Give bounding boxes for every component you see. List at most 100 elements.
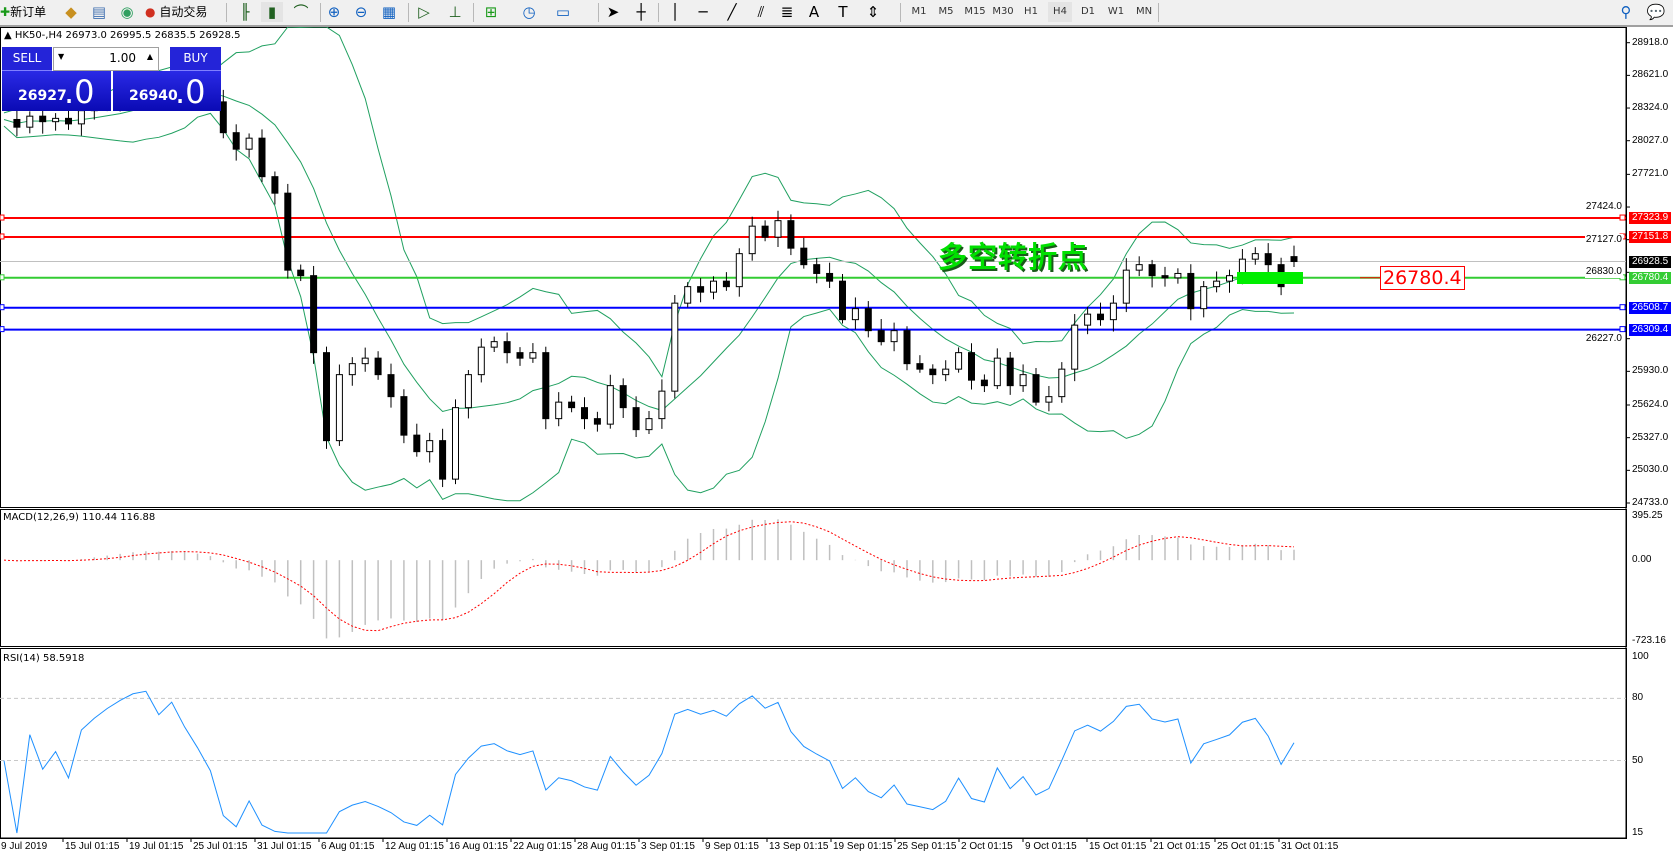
- timeframe-m1[interactable]: M1: [911, 6, 927, 17]
- lot-size-input[interactable]: 1.00: [109, 51, 136, 65]
- timeframe-h4[interactable]: H4: [1048, 2, 1072, 22]
- candle: [1161, 266, 1169, 287]
- time-tick: 15 Oct 01:15: [1089, 841, 1147, 852]
- text-icon[interactable]: A: [808, 3, 820, 21]
- increase-lot-icon[interactable]: ▲: [146, 52, 153, 61]
- text-label-icon[interactable]: T: [838, 3, 848, 21]
- candle-body: [284, 192, 292, 271]
- periods-icon[interactable]: ◷: [522, 3, 536, 21]
- candle: [787, 214, 795, 256]
- line-handle: [1619, 214, 1626, 221]
- decrease-lot-icon[interactable]: ▼: [58, 52, 65, 61]
- candle: [348, 357, 356, 386]
- auto-trading-button[interactable]: ● 自动交易: [145, 5, 208, 19]
- candle: [452, 399, 459, 485]
- new-order-button[interactable]: ✚新订单: [0, 5, 47, 19]
- line-handle: [0, 326, 5, 333]
- candle-body: [232, 132, 240, 150]
- zoom-in-icon[interactable]: ⊕: [327, 3, 341, 21]
- candle: [1032, 368, 1040, 406]
- timeframe-mn[interactable]: MN: [1135, 6, 1153, 17]
- time-tick: 25 Jul 01:15: [193, 841, 248, 852]
- arrows-icon[interactable]: ⇕: [866, 3, 880, 21]
- zoom-out-icon[interactable]: ⊖: [354, 3, 368, 21]
- candle-body: [1264, 253, 1272, 266]
- horizontal-line-icon[interactable]: ─: [698, 3, 708, 21]
- line-chart-icon[interactable]: ⌒: [293, 3, 309, 21]
- candle: [671, 295, 679, 399]
- price-tick: 25327.0: [1632, 431, 1669, 443]
- sell-button[interactable]: SELL: [2, 47, 52, 71]
- candle: [1045, 385, 1053, 412]
- candle: [774, 210, 782, 248]
- macd-tick: -723.16: [1632, 635, 1666, 646]
- candle-body: [890, 330, 898, 343]
- candle: [916, 355, 924, 373]
- search-icon[interactable]: ⚲: [1620, 3, 1632, 21]
- auto-trading-icon: ●: [145, 5, 156, 19]
- time-tick: 25 Sep 01:15: [897, 841, 957, 852]
- time-tick: 3 Sep 01:15: [641, 841, 695, 852]
- candle-body: [555, 401, 563, 420]
- candle: [1226, 269, 1233, 293]
- candle: [1109, 295, 1117, 332]
- timeframe-w1[interactable]: W1: [1107, 6, 1125, 17]
- crosshair-icon[interactable]: ┼: [636, 3, 646, 21]
- candle-body: [1058, 368, 1066, 398]
- fibonacci-icon[interactable]: ≣: [780, 3, 794, 21]
- signals-icon[interactable]: ◉: [120, 3, 134, 21]
- timeframe-m15[interactable]: M15: [964, 6, 986, 17]
- candle: [735, 248, 743, 297]
- candle: [503, 332, 511, 364]
- tile-windows-icon[interactable]: ▦: [381, 3, 397, 21]
- candle: [826, 262, 834, 288]
- sell-price[interactable]: 26927.0: [2, 71, 111, 111]
- candle: [361, 347, 369, 372]
- candle: [748, 216, 756, 261]
- candle-body: [774, 220, 782, 238]
- buy-button[interactable]: BUY: [170, 47, 221, 71]
- candle: [335, 364, 343, 446]
- candle: [851, 297, 859, 330]
- candle: [1019, 364, 1027, 392]
- price-label-box[interactable]: 26780.4: [1380, 266, 1465, 290]
- candle: [400, 389, 408, 444]
- candle: [297, 264, 305, 282]
- lot-size-stepper[interactable]: ▼ 1.00 ▲: [53, 47, 159, 71]
- candle: [658, 379, 666, 429]
- candle-body: [516, 352, 524, 359]
- rsi-label: RSI(14) 58.5918: [3, 653, 85, 664]
- candle-body: [1251, 253, 1259, 260]
- vertical-line-icon[interactable]: │: [670, 3, 680, 21]
- auto-scroll-icon[interactable]: ▷: [418, 3, 430, 21]
- candle-body: [439, 440, 447, 480]
- templates-icon[interactable]: ▭: [555, 3, 571, 21]
- timeframe-d1[interactable]: D1: [1080, 6, 1096, 17]
- navigator-icon[interactable]: ▤: [91, 3, 107, 21]
- candle: [877, 318, 885, 346]
- rsi-tick: 15: [1632, 827, 1644, 838]
- chart-shift-icon[interactable]: ⊥: [448, 3, 462, 21]
- candlestick-icon[interactable]: ▮: [261, 2, 283, 22]
- annotation-text[interactable]: 多空转折点: [938, 240, 1089, 274]
- candle-body: [839, 280, 846, 321]
- candle-body: [851, 308, 859, 321]
- timeframe-m30[interactable]: M30: [992, 6, 1014, 17]
- candle-body: [697, 286, 705, 293]
- cursor-icon[interactable]: ➤: [606, 3, 620, 21]
- chat-icon[interactable]: 💬: [1646, 3, 1666, 21]
- trendline-icon[interactable]: ╱: [727, 3, 737, 21]
- candle-body: [993, 357, 1001, 387]
- indicators-icon[interactable]: ⊞: [484, 3, 498, 21]
- buy-price[interactable]: 26940.0: [113, 71, 221, 111]
- price-tick: 28324.0: [1632, 102, 1669, 114]
- price-tick: 28918.0: [1632, 36, 1669, 48]
- timeframe-m5[interactable]: M5: [938, 6, 954, 17]
- timeframe-h1[interactable]: H1: [1024, 6, 1038, 17]
- candle: [1148, 259, 1156, 288]
- equidistant-channel-icon[interactable]: ⫽: [757, 3, 765, 21]
- market-watch-icon[interactable]: ◆: [65, 3, 77, 21]
- macd-signal-line: [3, 521, 1295, 632]
- bar-chart-icon[interactable]: ╟: [240, 3, 250, 21]
